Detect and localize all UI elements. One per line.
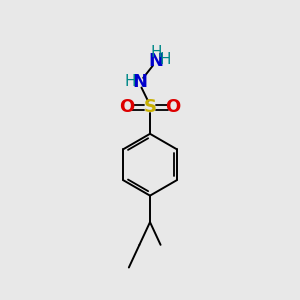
Text: O: O — [119, 98, 135, 116]
Text: H: H — [160, 52, 171, 67]
Text: N: N — [148, 52, 164, 70]
Text: S: S — [143, 98, 157, 116]
Text: H: H — [124, 74, 136, 89]
Text: O: O — [165, 98, 181, 116]
Text: H: H — [150, 45, 162, 60]
Text: N: N — [132, 73, 147, 91]
